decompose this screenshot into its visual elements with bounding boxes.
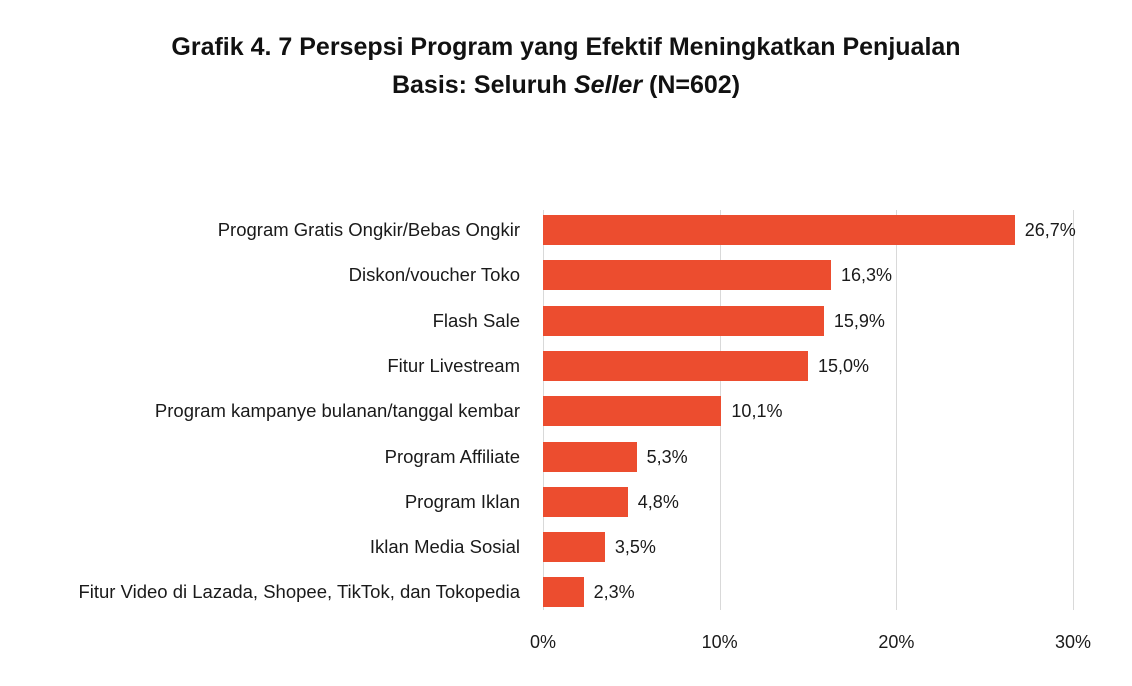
bar [543, 305, 824, 336]
bar [543, 486, 628, 517]
category-label: Program Gratis Ongkir/Bebas Ongkir [217, 219, 520, 240]
bar-value-label: 5,3% [646, 446, 688, 467]
bar [543, 532, 605, 563]
bar-value-label: 26,7% [1024, 220, 1076, 240]
bar-row: 15,0% [543, 350, 1073, 381]
x-tick-label: 0% [529, 632, 557, 652]
bar [543, 350, 808, 381]
subtitle-italic: Seller [573, 71, 643, 99]
bar-value-label: 15,0% [818, 355, 870, 376]
bar-value-label: 16,3% [840, 265, 892, 286]
category-label: Program Affiliate [384, 445, 520, 467]
bar [543, 577, 584, 608]
bar [543, 441, 637, 472]
bar-value-label: 15,9% [833, 310, 885, 331]
category-label: Fitur Livestream [387, 354, 520, 376]
chart-title: Grafik 4. 7 Persepsi Program yang Efekti… [0, 28, 1132, 104]
bar [543, 260, 831, 291]
plot-area: 26,7% 16,3% 15,9% 15,0% 10,1% 5,3% 4,8% 3,5% 2,3… [543, 210, 1076, 610]
bar-value-label: 2,3% [593, 582, 635, 603]
x-tick-label: 20% [878, 632, 915, 652]
subtitle-prefix: Basis: Seluruh [391, 71, 574, 99]
x-tick-label: 10% [701, 632, 738, 652]
chart-subtitle: Basis: Seluruh Seller (N=602) [0, 66, 1132, 104]
x-tick-label: 30% [1054, 632, 1092, 652]
category-label: Fitur Video di Lazada, Shopee, TikTok, d… [78, 581, 520, 603]
category-label: Diskon/voucher Toko [348, 264, 520, 286]
category-label: Flash Sale [432, 309, 520, 331]
subtitle-suffix: (N=602) [642, 71, 741, 99]
bar-row: 10,1% [543, 396, 1073, 427]
bar-row: 2,3% [543, 577, 1073, 608]
gridline [896, 210, 898, 610]
category-label: Iklan Media Sosial [369, 536, 520, 558]
bar-row: 26,7% [543, 215, 1076, 245]
bar-row: 16,3% [543, 260, 1073, 291]
bar-row: 4,8% [543, 486, 1073, 517]
bar-value-label: 3,5% [614, 537, 656, 558]
bar-row: 3,5% [543, 532, 1073, 563]
bar-row: 5,3% [543, 441, 1073, 472]
category-label: Program Iklan [404, 490, 520, 512]
chart-title-line1: Grafik 4. 7 Persepsi Program yang Efekti… [171, 33, 961, 61]
category-label: Program kampanye bulanan/tanggal kembar [154, 400, 520, 422]
gridline [1073, 210, 1074, 610]
bar [543, 215, 1015, 245]
bar [543, 396, 722, 427]
bar-value-label: 4,8% [637, 491, 679, 512]
bar-value-label: 10,1% [731, 401, 783, 422]
bar-row: 15,9% [543, 305, 1073, 336]
